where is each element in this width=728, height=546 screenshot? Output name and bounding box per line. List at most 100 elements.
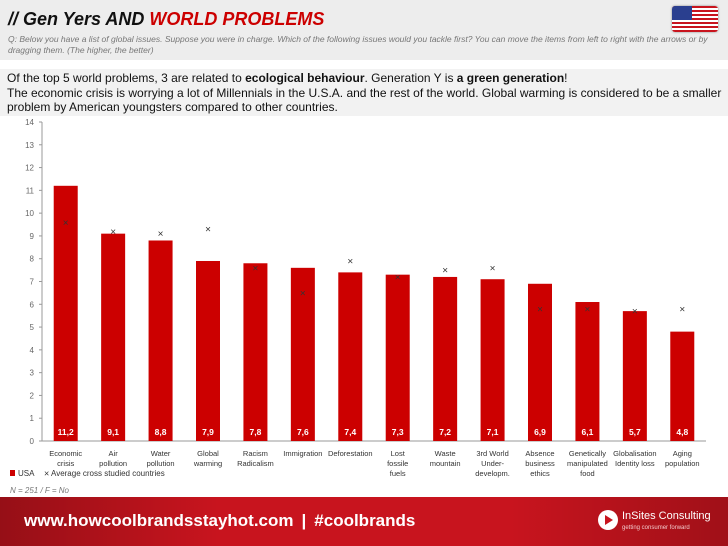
y-tick-label: 12 bbox=[25, 164, 34, 173]
average-marker: × bbox=[632, 307, 638, 318]
category-label: Aging bbox=[673, 449, 692, 458]
bar-usa bbox=[338, 272, 363, 441]
category-label: pollution bbox=[99, 459, 127, 468]
category-label: mountain bbox=[430, 459, 461, 468]
category-label: Identity loss bbox=[615, 459, 655, 468]
bar-value-label: 4,8 bbox=[676, 427, 688, 437]
bar-usa bbox=[622, 311, 647, 441]
average-marker: × bbox=[585, 304, 591, 315]
average-marker: × bbox=[679, 304, 685, 315]
category-label: fuels bbox=[390, 469, 406, 478]
category-label: Globalisation bbox=[613, 449, 656, 458]
y-tick-label: 14 bbox=[25, 118, 34, 127]
sample-note: N = 251 / F = No bbox=[10, 486, 70, 495]
y-tick-label: 7 bbox=[30, 278, 35, 287]
category-label: business bbox=[525, 459, 555, 468]
average-marker: × bbox=[205, 225, 211, 236]
category-label: Global bbox=[197, 449, 219, 458]
bar-value-label: 11,2 bbox=[58, 427, 74, 437]
bar-value-label: 8,8 bbox=[155, 427, 167, 437]
bar-usa bbox=[243, 263, 268, 441]
y-tick-label: 11 bbox=[26, 186, 35, 195]
bar-value-label: 6,9 bbox=[534, 427, 546, 437]
category-label: Water bbox=[151, 449, 171, 458]
category-label: population bbox=[665, 459, 700, 468]
bar-usa bbox=[433, 276, 458, 441]
category-label: Radicalism bbox=[237, 459, 274, 468]
bar-usa bbox=[385, 274, 410, 441]
y-tick-label: 10 bbox=[25, 209, 34, 218]
logo-name: InSites Consulting bbox=[622, 510, 711, 522]
bar-usa bbox=[290, 267, 315, 441]
legend-label-usa: USA bbox=[18, 469, 35, 478]
y-tick-label: 2 bbox=[30, 391, 35, 400]
legend-swatch-usa bbox=[10, 470, 15, 476]
survey-question: Q: Below you have a list of global issue… bbox=[8, 34, 708, 55]
category-label: Deforestation bbox=[328, 449, 373, 458]
bar-usa bbox=[575, 302, 600, 441]
y-tick-label: 3 bbox=[30, 369, 35, 378]
y-tick-label: 1 bbox=[30, 414, 35, 423]
average-marker: × bbox=[347, 256, 353, 267]
bar-usa bbox=[670, 331, 695, 441]
category-label: food bbox=[580, 469, 595, 478]
category-label: Racism bbox=[243, 449, 268, 458]
category-label: crisis bbox=[57, 459, 74, 468]
y-tick-label: 9 bbox=[30, 232, 35, 241]
y-tick-label: 5 bbox=[30, 323, 35, 332]
legend-label-average: Average cross studied countries bbox=[51, 469, 165, 478]
bar-value-label: 7,2 bbox=[439, 427, 451, 437]
bar-value-label: 7,1 bbox=[487, 427, 499, 437]
category-label: developm. bbox=[475, 469, 510, 478]
category-label: ethics bbox=[530, 469, 550, 478]
bar-value-label: 9,1 bbox=[107, 427, 119, 437]
bar-value-label: 7,3 bbox=[392, 427, 404, 437]
bar-value-label: 7,6 bbox=[297, 427, 309, 437]
category-label: Immigration bbox=[283, 449, 322, 458]
bar-value-label: 5,7 bbox=[629, 427, 641, 437]
bar-value-label: 6,1 bbox=[582, 427, 594, 437]
intro-text: Of the top 5 world problems, 3 are relat… bbox=[7, 71, 722, 114]
average-marker: × bbox=[110, 227, 116, 238]
category-label: Air bbox=[109, 449, 119, 458]
average-marker: × bbox=[537, 304, 543, 315]
average-marker: × bbox=[490, 263, 496, 274]
bar-value-label: 7,4 bbox=[344, 427, 356, 437]
average-marker: × bbox=[300, 288, 306, 299]
category-label: Waste bbox=[435, 449, 456, 458]
average-marker: × bbox=[442, 266, 448, 277]
intro-band bbox=[0, 69, 728, 116]
y-tick-label: 13 bbox=[25, 141, 34, 150]
y-tick-label: 0 bbox=[30, 437, 35, 446]
average-marker: × bbox=[395, 272, 401, 283]
average-marker: × bbox=[63, 218, 69, 229]
category-label: Absence bbox=[525, 449, 554, 458]
category-label: 3rd World bbox=[476, 449, 508, 458]
page-title: // Gen Yers AND WORLD PROBLEMS bbox=[8, 9, 325, 29]
bar-usa bbox=[53, 185, 78, 441]
bar-value-label: 7,9 bbox=[202, 427, 214, 437]
bar-usa bbox=[196, 260, 220, 441]
footer-url[interactable]: www.howcoolbrandsstayhot.com | #coolbrands bbox=[24, 511, 416, 530]
bar-usa bbox=[101, 233, 126, 441]
legend-marker-average: × bbox=[44, 469, 49, 479]
logo-tagline: getting consumer forward bbox=[622, 525, 690, 531]
average-marker: × bbox=[158, 229, 164, 240]
bar-usa bbox=[148, 240, 173, 441]
category-label: Under- bbox=[481, 459, 504, 468]
category-label: Economic bbox=[49, 449, 82, 458]
bar-usa bbox=[528, 283, 552, 441]
y-tick-label: 4 bbox=[30, 346, 35, 355]
bar-usa bbox=[480, 279, 505, 441]
category-label: warming bbox=[193, 459, 222, 468]
y-tick-label: 6 bbox=[30, 300, 35, 309]
category-label: Genetically bbox=[569, 449, 606, 458]
category-label: pollution bbox=[147, 459, 175, 468]
insites-logo: InSites Consulting getting consumer forw… bbox=[598, 508, 718, 538]
category-label: Lost bbox=[391, 449, 406, 458]
category-label: fossile bbox=[387, 459, 408, 468]
header-band bbox=[0, 0, 728, 60]
bar-value-label: 7,8 bbox=[250, 427, 262, 437]
y-tick-label: 8 bbox=[30, 255, 35, 264]
